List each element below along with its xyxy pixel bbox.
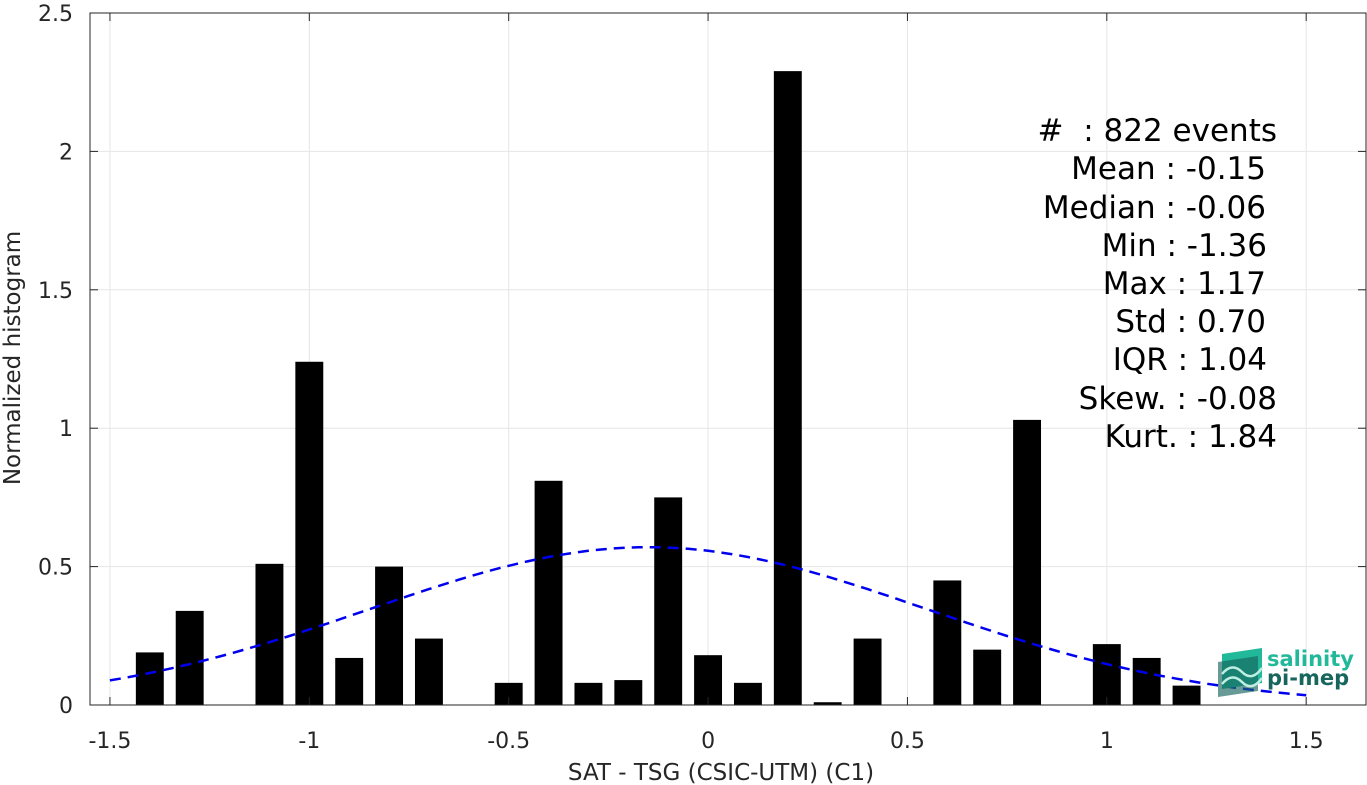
x-tick-label-1: -1	[298, 729, 320, 754]
x-tick-label-4: 0.5	[890, 729, 925, 754]
x-tick-label-5: 1	[1100, 729, 1114, 754]
histogram-bar-15	[813, 702, 842, 705]
histogram-bar-0	[135, 652, 164, 705]
stat-iqr: IQR : 1.04	[1113, 342, 1267, 378]
stat-skew: Skew. : -0.08	[1079, 381, 1277, 417]
histogram-bar-17	[933, 580, 962, 705]
y-tick-label-2: 1	[59, 417, 73, 442]
histogram-bar-13	[733, 682, 762, 705]
x-tick-label-3: 0	[701, 729, 715, 754]
histogram-bar-20	[1092, 644, 1121, 705]
normal-fit-curve	[109, 545, 1307, 697]
y-axis-label: Normalized histogram	[0, 231, 26, 485]
tick-labels: -1.5 -1 -0.5 0 0.5 1 1.5 0 0.5 1 1.5 2 2.5	[38, 2, 1324, 754]
stat-std: Std : 0.70	[1115, 304, 1266, 340]
histogram-bar-12	[694, 655, 723, 705]
x-tick-label-6: 1.5	[1289, 729, 1324, 754]
statistics-panel: # : 822 events Mean : -0.15 Median : -0.…	[1038, 113, 1277, 455]
histogram-bar-8	[534, 480, 563, 705]
histogram-bar-21	[1132, 657, 1161, 705]
stat-min: Min : -1.36	[1102, 228, 1267, 264]
histogram-bar-5	[375, 566, 404, 705]
logo-text-salinity: salinity	[1267, 647, 1354, 671]
y-tick-label-0: 0	[59, 694, 73, 719]
histogram-bar-2	[255, 563, 284, 705]
y-tick-label-3: 1.5	[38, 279, 73, 304]
histogram-bar-3	[295, 361, 324, 705]
histogram-bar-4	[335, 657, 364, 705]
stat-kurt: Kurt. : 1.84	[1105, 419, 1277, 455]
histogram-bar-6	[414, 638, 443, 705]
histogram-bar-22	[1172, 685, 1201, 705]
histogram-bar-7	[494, 682, 523, 705]
y-tick-label-1: 0.5	[38, 556, 73, 581]
histogram-bar-10	[614, 680, 643, 705]
histogram-bar-18	[973, 649, 1002, 705]
logo-text-pimep: pi-mep	[1267, 666, 1349, 690]
x-tick-label-0: -1.5	[88, 729, 131, 754]
histogram-bar-16	[853, 638, 882, 705]
y-tick-label-5: 2.5	[38, 2, 73, 27]
logo-emblem-icon	[1218, 648, 1264, 697]
histogram-bar-9	[574, 682, 603, 705]
y-tick-label-4: 2	[59, 140, 73, 165]
x-axis-label: SAT - TSG (CSIC-UTM) (C1)	[568, 760, 874, 785]
histogram-bars	[135, 71, 1201, 706]
stat-median: Median : -0.06	[1043, 190, 1266, 226]
histogram-bar-19	[1013, 419, 1042, 705]
stat-mean: Mean : -0.15	[1071, 151, 1266, 187]
histogram-bar-11	[654, 497, 683, 705]
x-tick-label-2: -0.5	[487, 729, 530, 754]
axes-box	[89, 12, 1367, 706]
tick-marks	[90, 12, 1366, 706]
histogram-bar-14	[773, 71, 802, 706]
stat-events: # : 822 events	[1038, 113, 1277, 149]
stat-max: Max : 1.17	[1103, 266, 1266, 302]
histogram-bar-1	[175, 610, 204, 705]
salinity-pimep-logo: salinity pi-mep	[1218, 647, 1354, 697]
